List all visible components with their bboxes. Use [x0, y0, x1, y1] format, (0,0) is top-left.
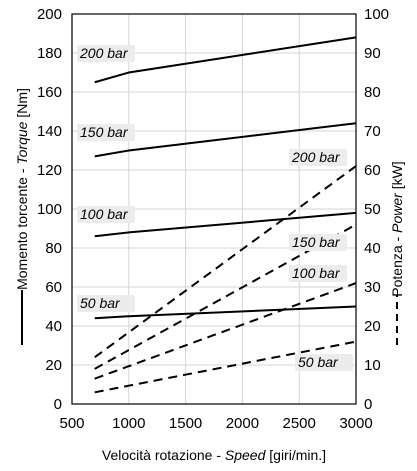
power-series-line	[94, 165, 357, 359]
series-label-text: 50 bar	[80, 295, 121, 311]
y-left-tick-label: 40	[45, 318, 62, 335]
series-label: 200 bar	[77, 45, 135, 62]
series-label: 200 bar	[289, 149, 347, 166]
y-left-tick-label: 0	[54, 396, 62, 413]
series-label: 150 bar	[289, 234, 347, 251]
x-tick-label: 1000	[112, 415, 145, 432]
y-left-axis-label: Momento torcente - Torque [Nm]	[14, 88, 30, 290]
series-label-text: 200 bar	[79, 45, 129, 61]
y-left-tick-label: 200	[37, 6, 62, 23]
series-label: 50 bar	[77, 295, 135, 312]
y-left-tick-label: 120	[37, 162, 62, 179]
x-tick-label: 500	[59, 415, 84, 432]
series-label-layer: 200 bar 150 bar 100 bar 50 bar 200 bar 150 ba…	[77, 45, 353, 371]
y-left-tick-label: 80	[45, 240, 62, 257]
torque-series-line	[94, 122, 357, 158]
y-right-axis-label: Potenza - Power [kW]	[389, 161, 405, 296]
series-label: 100 bar	[289, 265, 347, 282]
series-label-text: 150 bar	[80, 124, 129, 140]
plot-frame	[71, 13, 357, 405]
x-tick-label: 2000	[226, 415, 259, 432]
y-right-tick-label: 10	[364, 357, 381, 374]
y-right-tick-label: 90	[364, 45, 381, 62]
y-right-tick-label: 0	[364, 396, 372, 413]
x-axis-label: Velocità rotazione - Speed [giri/min.]	[102, 447, 326, 463]
torque-series-line	[94, 211, 357, 238]
torque-series-line	[94, 36, 357, 84]
axis-label-layer: Velocità rotazione - Speed [giri/min.] Mo…	[14, 88, 405, 463]
y-left-tick-label: 20	[45, 357, 62, 374]
y-right-tick-label: 100	[364, 6, 389, 23]
y-right-tick-label: 30	[364, 279, 381, 296]
y-right-tick-label: 40	[364, 240, 381, 257]
y-right-tick-label: 50	[364, 201, 381, 218]
series-label-text: 100 bar	[292, 265, 341, 281]
series-label: 100 bar	[77, 206, 135, 223]
series-label-text: 200 bar	[291, 149, 341, 165]
x-tick-label: 3000	[339, 415, 372, 432]
series-label-text: 150 bar	[292, 234, 341, 250]
y-right-tick-label: 20	[364, 318, 381, 335]
power-series-line	[94, 282, 357, 380]
series-label-text: 100 bar	[80, 206, 129, 222]
y-right-tick-label: 80	[364, 84, 381, 101]
y-right-tick-label: 70	[364, 123, 381, 140]
y-left-tick-label: 60	[45, 279, 62, 296]
y-left-tick-label: 180	[37, 45, 62, 62]
y-left-tick-label: 100	[37, 201, 62, 218]
series-label: 50 bar	[295, 354, 353, 371]
y-left-tick-label: 160	[37, 84, 62, 101]
y-left-tick-label: 140	[37, 123, 62, 140]
x-tick-label: 2500	[283, 415, 316, 432]
y-right-tick-label: 60	[364, 162, 381, 179]
series-label-text: 50 bar	[298, 354, 339, 370]
x-tick-label: 1500	[169, 415, 202, 432]
series-label: 150 bar	[77, 124, 135, 141]
tick-label-layer: 500 1000 1500 2000 2500 300002040608010012014…	[37, 6, 389, 432]
